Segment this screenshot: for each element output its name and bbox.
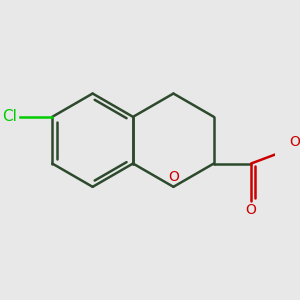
Text: O: O (290, 134, 300, 148)
Text: O: O (246, 203, 256, 217)
Text: Cl: Cl (2, 110, 17, 124)
Text: O: O (168, 170, 179, 184)
